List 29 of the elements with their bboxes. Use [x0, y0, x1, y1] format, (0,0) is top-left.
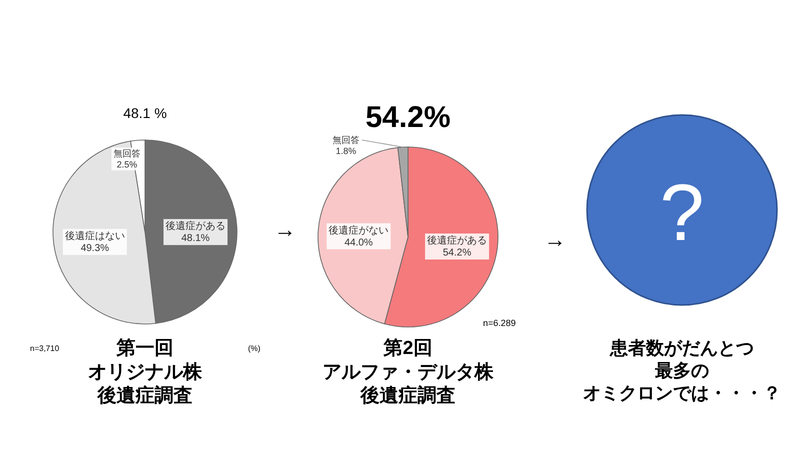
- slice-label: 後遺症がある: [166, 220, 226, 232]
- text: アルファ・デルタ株: [322, 360, 494, 383]
- text: 最多の: [654, 360, 709, 380]
- chart-title: 48.1 %: [123, 105, 167, 121]
- text: →: [544, 227, 566, 252]
- text: →: [274, 217, 296, 242]
- data-label: 48.1%: [181, 233, 210, 244]
- slice-label: 後遺症がない: [328, 224, 389, 236]
- text: (%): [248, 344, 261, 353]
- chart-title: 54.2%: [365, 101, 451, 134]
- text: 第一回: [116, 338, 174, 359]
- slice-label: 無回答: [114, 148, 140, 159]
- text: オリジナル株: [88, 360, 203, 383]
- slice-label: 無回答: [332, 135, 360, 145]
- text: 第2回: [382, 338, 432, 359]
- data-label: 49.3%: [80, 242, 110, 254]
- data-label: 54.2%: [442, 248, 472, 259]
- slice-label: 後遺症はない: [64, 230, 125, 242]
- data-label: 44.0%: [344, 237, 373, 248]
- text: ?: [660, 168, 704, 257]
- data-label: 1.8%: [336, 146, 356, 156]
- text: 患者数がだんとつ: [609, 338, 754, 358]
- data-label: 2.5%: [116, 159, 138, 170]
- text: 後遺症調査: [360, 384, 456, 406]
- text: n=3,710: [30, 344, 60, 353]
- text: 後遺症調査: [96, 384, 192, 406]
- text: n=6.289: [483, 318, 516, 328]
- text: オミクロンでは・・・？: [583, 383, 781, 403]
- slice-label: 後遺症がある: [427, 234, 488, 247]
